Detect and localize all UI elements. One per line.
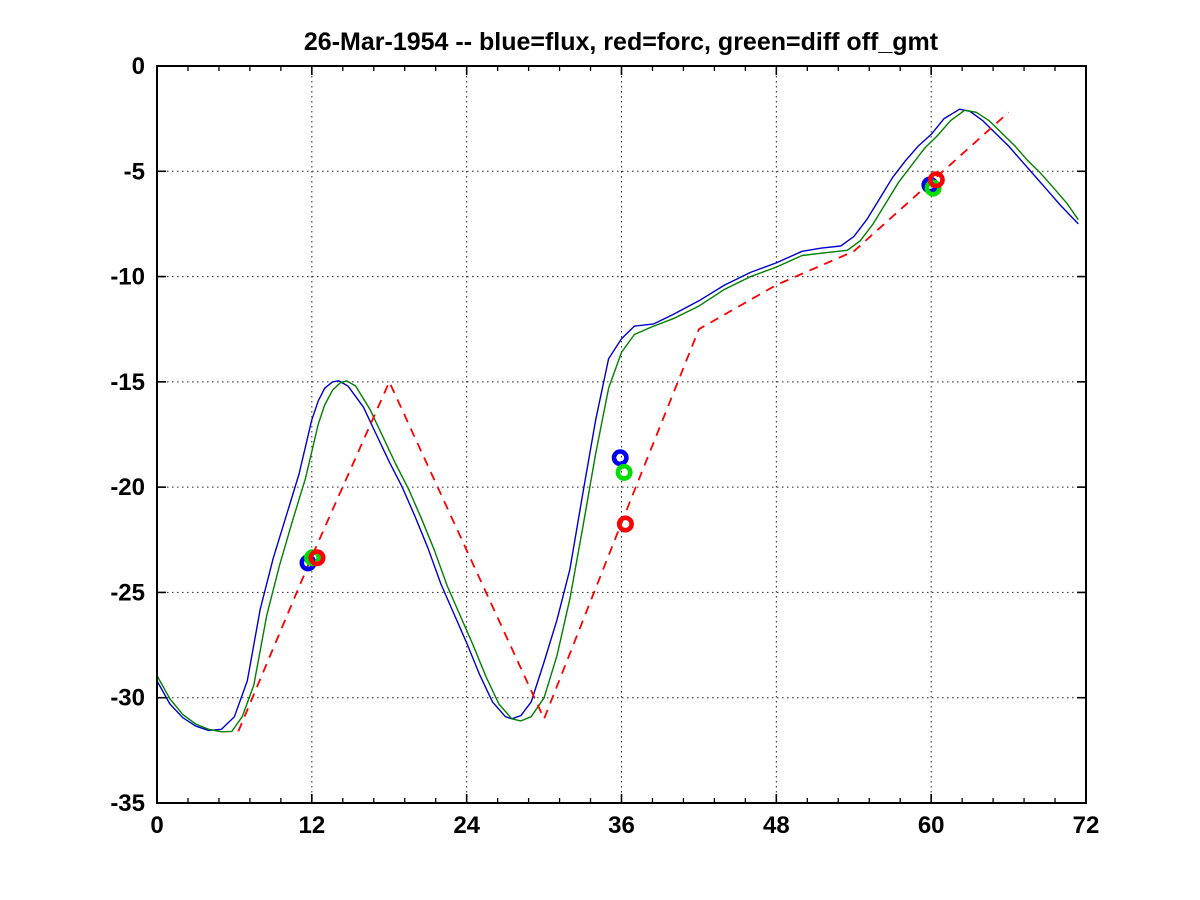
x-tick-label: 60 — [918, 812, 945, 839]
series-layer — [156, 108, 1079, 733]
y-tick-label: -25 — [110, 579, 145, 606]
y-tick-label: 0 — [132, 53, 145, 80]
forc-obs-marker — [308, 549, 326, 567]
chart-title: 26-Mar-1954 -- blue=flux, red=forc, gree… — [304, 28, 939, 56]
x-tick-label: 12 — [298, 812, 325, 839]
x-tick-label: 0 — [150, 812, 163, 839]
diff-obs-marker — [615, 463, 633, 481]
forc-line — [237, 111, 1010, 732]
flux-obs-marker — [611, 449, 629, 467]
x-tick-label: 48 — [763, 812, 790, 839]
forc-obs-marker — [616, 515, 634, 533]
forc-obs-marker — [927, 171, 945, 189]
x-tick-label: 72 — [1073, 812, 1100, 839]
y-tick-label: -5 — [124, 158, 145, 185]
marker-layer — [299, 171, 945, 572]
x-tick-label: 36 — [608, 812, 635, 839]
diff-obs-marker — [924, 179, 942, 197]
grid-layer — [157, 66, 1086, 803]
axes-layer — [156, 65, 1087, 804]
y-tick-label: -20 — [110, 474, 145, 501]
y-tick-label: -30 — [110, 685, 145, 712]
flux-line — [156, 108, 1079, 732]
x-tick-label: 24 — [453, 812, 480, 839]
diff-line — [156, 109, 1079, 733]
y-tick-label: -10 — [110, 264, 145, 291]
y-tick-label: -15 — [110, 369, 145, 396]
y-tick-label: -35 — [110, 790, 145, 817]
label-layer: 0 12 24 36 48 60 72 0 -5 -10 -15 -20 -25 -30 -35 — [110, 53, 1099, 839]
